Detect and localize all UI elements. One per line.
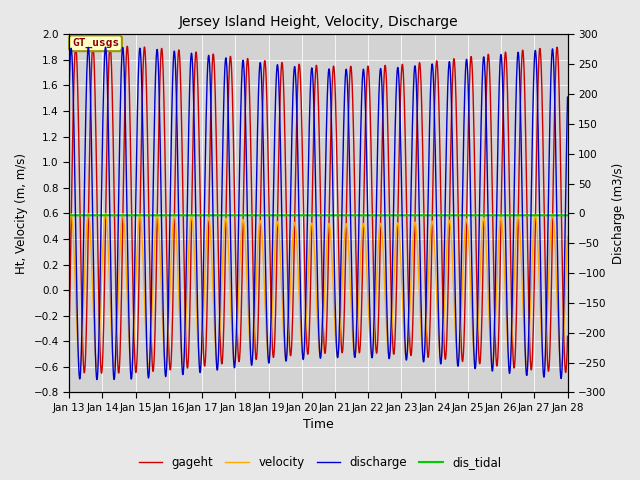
velocity <box>344 229 351 235</box>
Line: gageht: gageht <box>69 46 568 373</box>
velocity <box>93 364 100 370</box>
dis_tidal <box>534 213 541 218</box>
discharge <box>333 348 340 353</box>
discharge <box>534 108 541 114</box>
dis_tidal <box>463 213 470 218</box>
discharge <box>205 52 212 58</box>
Title: Jersey Island Height, Velocity, Discharge: Jersey Island Height, Velocity, Discharg… <box>179 15 458 29</box>
Y-axis label: Discharge (m3/s): Discharge (m3/s) <box>612 163 625 264</box>
Legend: gageht, velocity, discharge, dis_tidal: gageht, velocity, discharge, dis_tidal <box>134 452 506 474</box>
discharge <box>344 84 351 90</box>
gageht <box>344 151 351 156</box>
gageht <box>98 371 106 376</box>
dis_tidal <box>204 213 212 218</box>
gageht <box>463 189 471 195</box>
Line: velocity: velocity <box>69 214 568 367</box>
gageht <box>564 334 572 339</box>
velocity <box>564 234 572 240</box>
dis_tidal <box>564 213 572 218</box>
velocity <box>333 350 340 356</box>
Text: GT_usgs: GT_usgs <box>72 38 119 48</box>
gageht <box>333 148 340 154</box>
Line: discharge: discharge <box>69 47 568 380</box>
velocity <box>102 211 109 216</box>
gageht <box>65 324 73 329</box>
dis_tidal <box>343 213 351 218</box>
velocity <box>463 217 471 223</box>
discharge <box>463 60 471 66</box>
dis_tidal <box>332 213 340 218</box>
velocity <box>520 326 528 332</box>
dis_tidal <box>65 213 73 218</box>
dis_tidal <box>520 213 527 218</box>
X-axis label: Time: Time <box>303 419 333 432</box>
discharge <box>65 84 73 90</box>
gageht <box>534 92 541 98</box>
discharge <box>93 377 100 383</box>
gageht <box>106 43 114 49</box>
discharge <box>564 94 572 100</box>
velocity <box>205 215 212 220</box>
velocity <box>534 240 541 246</box>
discharge <box>520 294 528 300</box>
gageht <box>520 62 528 68</box>
gageht <box>205 225 212 230</box>
Y-axis label: Ht, Velocity (m, m/s): Ht, Velocity (m, m/s) <box>15 153 28 274</box>
velocity <box>65 229 73 235</box>
discharge <box>102 44 109 50</box>
